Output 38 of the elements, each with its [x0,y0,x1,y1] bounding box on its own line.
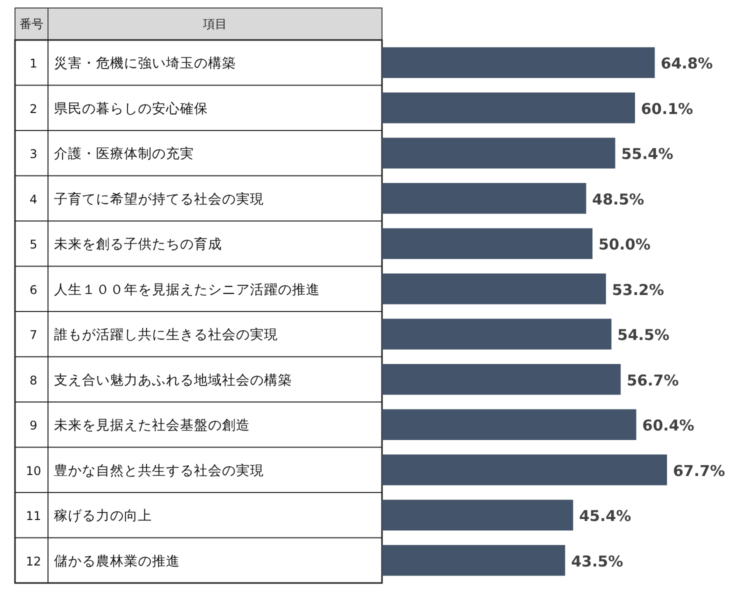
text: 5 [30,238,38,252]
text: 3 [30,147,38,162]
text: 7 [30,328,38,342]
data-label: 55.4% [621,145,674,164]
data-label: 60.1% [641,100,694,118]
data-label: 45.4% [579,507,632,526]
y-tick-label: 稼げる力の向上 [54,508,152,524]
text: 9 [30,418,38,433]
text: 12 [26,554,42,568]
data-label: 60.4% [642,416,694,435]
y-tick-label: 災害・危機に強い埼玉の構築 [54,56,236,72]
text: 1 [30,56,38,71]
text: 項目 [202,17,227,31]
y-tick-label: 子育てに希望が持てる社会の実現 [54,190,264,208]
y-tick-label: 介護・医療体制の充実 [54,146,194,162]
text: 4 [30,192,38,206]
y-tick-label: 未来を創る子供たちの育成 [54,236,222,253]
text: 2 [30,102,38,116]
data-label: 43.5% [571,552,624,570]
text: 8 [30,373,38,388]
data-label: 48.5% [592,190,644,208]
y-tick-label: 豊かな自然と共生する社会の実現 [54,462,264,479]
data-label: 50.0% [598,236,651,254]
y-tick-label: 人生１００年を見据えたシニア活躍の推進 [54,282,320,298]
data-label: 67.7% [673,462,726,480]
text: 11 [26,509,42,524]
data-label: 54.5% [617,326,670,344]
y-tick-label: 儲かる農林業の推進 [54,553,180,570]
y-tick-label: 支え合い魅力あふれる地域社会の構築 [54,372,292,388]
text: 番号 [20,17,44,31]
y-tick-label: 誰もが活躍し共に生きる社会の実現 [54,327,278,344]
y-tick-label: 県民の暮らしの安心確保 [54,100,208,117]
data-label: 56.7% [626,371,679,390]
text: 6 [30,282,38,297]
data-label: 53.2% [612,280,664,299]
text: 10 [26,464,42,478]
data-label: 64.8% [660,54,713,73]
y-tick-label: 未来を見据えた社会基盤の創造 [54,418,250,434]
